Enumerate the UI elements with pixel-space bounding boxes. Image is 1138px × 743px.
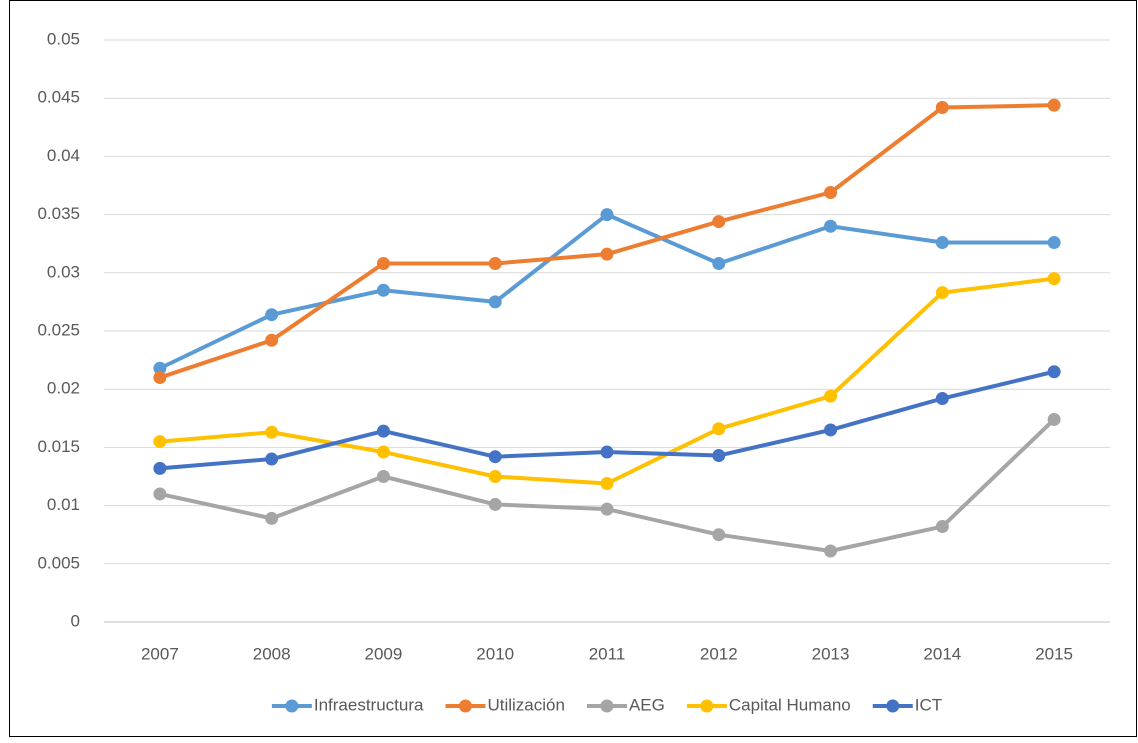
data-point: [488, 470, 502, 483]
y-tick-label: 0.015: [37, 437, 80, 456]
data-point: [712, 528, 726, 542]
data-point: [376, 283, 390, 297]
data-point: [935, 286, 949, 300]
data-point: [1047, 98, 1061, 112]
data-point: [824, 389, 838, 403]
legend-marker: [700, 699, 714, 713]
data-point: [935, 236, 949, 250]
data-point: [824, 423, 838, 437]
x-tick-label: 2014: [923, 644, 961, 663]
data-point: [935, 392, 949, 406]
legend-label: ICT: [915, 695, 942, 714]
y-tick-label: 0.035: [37, 204, 80, 223]
data-point: [824, 185, 838, 199]
data-point: [935, 520, 949, 534]
data-point: [153, 371, 167, 385]
data-point: [824, 544, 838, 558]
x-tick-label: 2007: [141, 644, 179, 663]
data-point: [488, 256, 502, 270]
legend-marker: [886, 699, 900, 713]
data-point: [488, 450, 502, 464]
y-tick-label: 0.05: [47, 29, 80, 48]
y-tick-label: 0.04: [47, 146, 80, 165]
data-point: [712, 215, 726, 229]
x-tick-label: 2013: [812, 644, 850, 663]
data-point: [600, 247, 614, 261]
x-tick-label: 2010: [476, 644, 514, 663]
data-point: [600, 502, 614, 516]
data-point: [265, 425, 279, 439]
data-point: [824, 219, 838, 233]
legend-label: Infraestructura: [314, 695, 424, 714]
x-tick-label: 2009: [365, 644, 403, 663]
legend-marker: [285, 699, 299, 713]
data-point: [488, 295, 502, 309]
legend: Infraestructura Utilización AEG Capital Hum…: [271, 695, 942, 714]
data-point: [153, 435, 167, 449]
y-tick-label: 0.025: [37, 320, 80, 339]
legend-label: Utilización: [487, 695, 564, 714]
data-point: [153, 487, 167, 501]
y-tick-label: 0: [71, 611, 80, 630]
data-point: [376, 256, 390, 270]
data-point: [712, 256, 726, 270]
data-point: [1047, 272, 1061, 286]
data-point: [1047, 412, 1061, 426]
x-tick-label: 2015: [1035, 644, 1073, 663]
legend-marker: [600, 699, 614, 713]
legend-label: Capital Humano: [729, 695, 851, 714]
data-point: [153, 461, 167, 475]
data-point: [712, 422, 726, 436]
data-point: [376, 470, 390, 483]
y-tick-label: 0.02: [47, 379, 80, 398]
data-point: [265, 511, 279, 525]
legend-label: AEG: [629, 695, 665, 714]
legend-marker: [458, 699, 472, 713]
data-point: [376, 424, 390, 438]
x-tick-label: 2012: [700, 644, 738, 663]
data-point: [1047, 365, 1061, 379]
x-tick-label: 2008: [253, 644, 291, 663]
y-tick-label: 0.005: [37, 553, 80, 572]
data-point: [265, 452, 279, 466]
x-tick-label: 2011: [589, 644, 626, 663]
data-point: [600, 476, 614, 490]
data-point: [1047, 236, 1061, 250]
data-point: [600, 445, 614, 459]
y-tick-label: 0.01: [47, 495, 80, 514]
chart-border: [9, 0, 1137, 737]
data-point: [600, 208, 614, 222]
data-point: [265, 308, 279, 322]
data-point: [488, 497, 502, 511]
data-point: [153, 361, 167, 375]
data-point: [935, 101, 949, 115]
data-point: [712, 449, 726, 463]
data-point: [376, 445, 390, 459]
y-tick-label: 0.045: [37, 88, 80, 107]
data-point: [265, 333, 279, 347]
y-tick-label: 0.03: [47, 262, 80, 281]
